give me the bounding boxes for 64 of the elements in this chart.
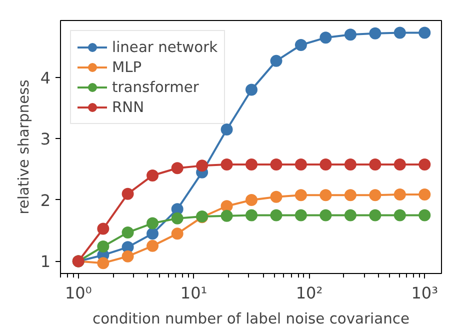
point (220, 158, 233, 170)
point (320, 189, 332, 202)
point (418, 209, 431, 222)
point (246, 84, 258, 96)
y-tick-label: 2 (40, 190, 51, 210)
point (418, 26, 431, 39)
x-tick-label: 10⁰ (64, 284, 92, 302)
x-tick-label: 10² (296, 284, 323, 302)
y-tick-label: 3 (40, 130, 51, 149)
point (344, 158, 356, 170)
point (146, 217, 159, 230)
y-axis-title: relative sharpness (15, 80, 32, 214)
point (171, 212, 184, 224)
point (146, 240, 159, 252)
point (97, 257, 110, 270)
point (394, 26, 406, 39)
point (369, 158, 382, 170)
point (320, 158, 332, 170)
point (320, 209, 332, 222)
point (122, 226, 134, 238)
point (294, 209, 307, 222)
point (246, 194, 258, 206)
point (220, 210, 233, 222)
point (294, 39, 307, 51)
point (122, 188, 134, 200)
point (320, 32, 332, 44)
point (171, 162, 184, 174)
point (344, 209, 356, 222)
point (270, 158, 282, 170)
point (294, 158, 307, 170)
x-axis-title: condition number of label noise covariance (92, 310, 410, 328)
point (369, 189, 382, 202)
x-tick-label: 10³ (411, 284, 438, 302)
point (369, 27, 382, 40)
point (246, 209, 258, 222)
point (97, 240, 110, 253)
legend-label: transformer (112, 78, 199, 96)
legend-label: MLP (112, 58, 142, 76)
point (344, 189, 356, 202)
legend-label: linear network (112, 38, 218, 56)
point (369, 209, 382, 222)
point (294, 189, 307, 202)
y-tick-label: 4 (40, 68, 51, 88)
point (220, 200, 233, 212)
point (270, 54, 282, 67)
y-tick-label: 1 (40, 252, 51, 272)
point (270, 190, 282, 203)
point (270, 209, 282, 222)
point (418, 158, 431, 170)
point (394, 158, 406, 170)
point (122, 250, 134, 262)
point (171, 228, 184, 240)
point (220, 124, 233, 136)
point (246, 158, 258, 170)
point (146, 169, 159, 182)
point (344, 28, 356, 41)
point (196, 160, 208, 172)
point (394, 209, 406, 222)
legend-label: RNN (112, 98, 144, 116)
point (418, 188, 431, 200)
x-tick-label: 10¹ (180, 284, 208, 302)
point (146, 228, 159, 240)
point (394, 188, 406, 200)
point (97, 222, 110, 235)
